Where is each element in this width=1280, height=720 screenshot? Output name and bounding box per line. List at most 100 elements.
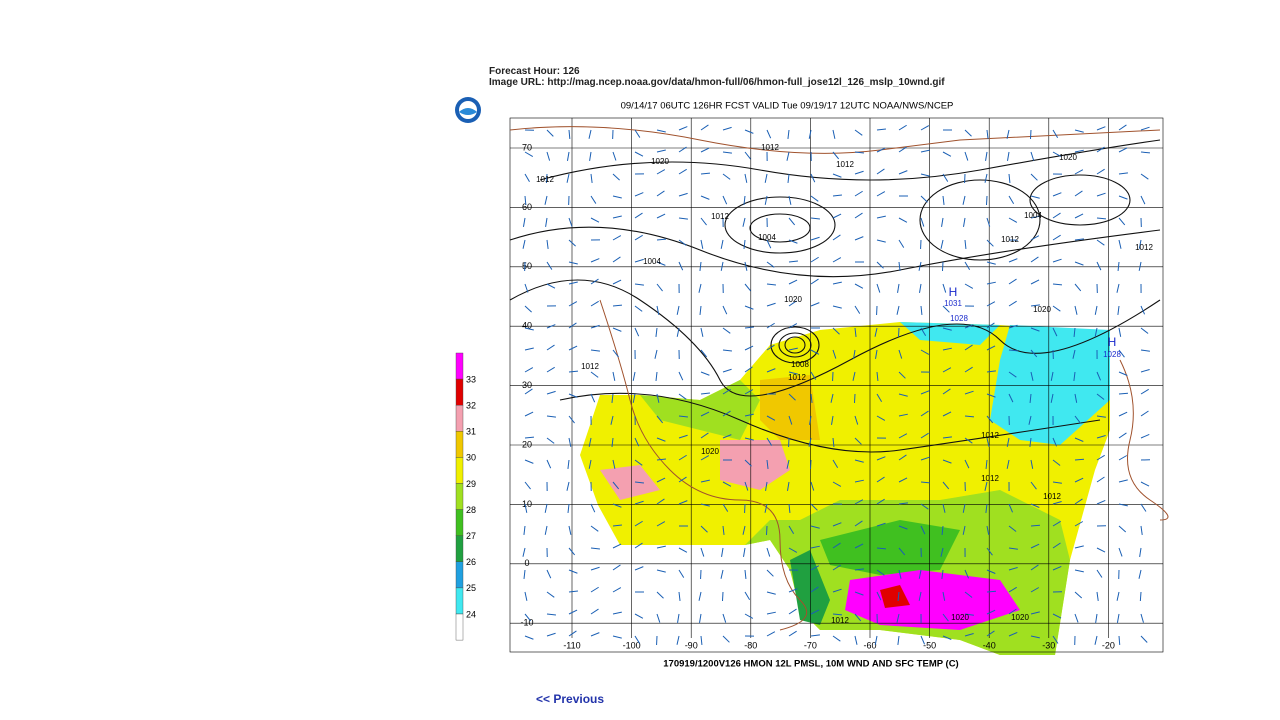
contour-label: 1012 bbox=[831, 616, 849, 625]
wind-barb bbox=[634, 129, 641, 138]
wind-barb bbox=[588, 437, 592, 447]
wind-barb bbox=[810, 302, 820, 307]
wind-barb bbox=[765, 525, 768, 536]
wind-barb bbox=[986, 569, 996, 574]
wind-barb bbox=[590, 300, 599, 307]
contour-label: 1012 bbox=[1135, 243, 1153, 252]
wind-barb bbox=[546, 437, 555, 444]
wind-barb bbox=[1096, 261, 1102, 271]
wind-barb bbox=[986, 370, 996, 373]
wind-barb bbox=[656, 569, 666, 573]
wind-barb bbox=[634, 437, 640, 447]
wind-barb bbox=[897, 283, 900, 293]
wind-barb bbox=[656, 149, 666, 153]
contour-label: 1004 bbox=[1024, 211, 1042, 220]
wind-barb bbox=[656, 437, 666, 442]
wind-barb bbox=[1074, 569, 1084, 573]
wind-barb bbox=[788, 239, 798, 244]
wind-barb bbox=[1096, 547, 1106, 553]
wind-barb bbox=[809, 415, 812, 425]
wind-barb bbox=[524, 327, 534, 331]
wind-barb bbox=[588, 129, 592, 139]
wind-barb bbox=[766, 437, 773, 446]
wind-barb bbox=[832, 635, 841, 642]
wind-barb bbox=[1096, 476, 1105, 483]
wind-barb bbox=[700, 172, 711, 175]
map-caption: 170919/1200V126 HMON 12L PMSL, 10M WND A… bbox=[663, 659, 958, 670]
wind-barb bbox=[810, 565, 820, 571]
wind-barb bbox=[722, 349, 732, 352]
wind-barb bbox=[1052, 305, 1061, 312]
wind-barb bbox=[568, 217, 573, 227]
wind-barb bbox=[1008, 217, 1018, 223]
wind-barb bbox=[766, 611, 776, 615]
wind-barb bbox=[1030, 587, 1040, 593]
wind-barb bbox=[744, 151, 751, 160]
wind-barb bbox=[656, 613, 661, 623]
contour-label: 1028 bbox=[1103, 350, 1121, 359]
wind-barb bbox=[524, 367, 534, 373]
wind-barb bbox=[852, 371, 856, 381]
wind-barb bbox=[854, 415, 859, 425]
wind-barb bbox=[920, 635, 926, 645]
wind-barb bbox=[544, 503, 548, 513]
wind-barb bbox=[766, 415, 776, 421]
wind-barb bbox=[832, 349, 837, 359]
wind-barb bbox=[962, 503, 966, 513]
wind-barb bbox=[1118, 392, 1129, 395]
wind-barb bbox=[962, 195, 966, 205]
wind-barb bbox=[854, 437, 862, 445]
wind-barb bbox=[722, 481, 732, 487]
wind-barb bbox=[876, 168, 885, 175]
wind-barb bbox=[898, 413, 908, 417]
wind-barb bbox=[810, 586, 819, 593]
lon-label: -20 bbox=[1102, 640, 1115, 650]
wind-barb bbox=[1118, 525, 1127, 533]
wind-barb bbox=[634, 234, 643, 241]
wind-barb bbox=[1052, 129, 1059, 138]
wind-barb bbox=[590, 217, 600, 223]
wind-barb bbox=[1030, 459, 1034, 469]
wind-barb bbox=[920, 173, 930, 177]
wind-barb bbox=[788, 630, 797, 637]
wind-barb bbox=[722, 195, 728, 205]
wind-barb bbox=[920, 305, 923, 316]
wind-barb bbox=[898, 217, 908, 223]
contour-label: 1012 bbox=[581, 362, 599, 371]
wind-barb bbox=[700, 432, 709, 439]
wind-barb bbox=[898, 170, 908, 175]
wind-barb bbox=[1140, 195, 1146, 205]
wind-barb bbox=[612, 279, 622, 285]
previous-link[interactable]: << Previous bbox=[536, 692, 605, 706]
wind-barb bbox=[568, 370, 579, 373]
wind-barb bbox=[612, 304, 623, 307]
wind-barb bbox=[678, 454, 687, 461]
wind-barb bbox=[678, 192, 688, 197]
wind-barb bbox=[655, 327, 658, 337]
wind-barb bbox=[942, 347, 952, 351]
wind-barb bbox=[590, 371, 599, 378]
wind-barb bbox=[810, 236, 820, 241]
wind-barb bbox=[721, 547, 724, 557]
wind-barb bbox=[590, 349, 600, 352]
wind-barb bbox=[1140, 613, 1144, 623]
wind-barb bbox=[698, 591, 702, 601]
wind-barb bbox=[700, 411, 710, 417]
wind-barb bbox=[699, 305, 702, 315]
wind-barb bbox=[634, 459, 643, 466]
wind-barb bbox=[920, 503, 929, 510]
pressure-contours bbox=[509, 139, 1161, 453]
wind-barb bbox=[874, 327, 878, 337]
wind-barb bbox=[766, 547, 771, 557]
wind-barb bbox=[788, 260, 798, 263]
wind-barb bbox=[524, 591, 528, 601]
wind-barb bbox=[1074, 591, 1083, 599]
wind-barb bbox=[634, 305, 643, 312]
wind-barb bbox=[722, 151, 732, 154]
wind-barb bbox=[546, 632, 556, 637]
wind-barb bbox=[1052, 283, 1063, 286]
wind-barb bbox=[722, 613, 727, 623]
wind-barb bbox=[1138, 239, 1142, 249]
lon-label: -50 bbox=[923, 640, 936, 650]
wind-barb bbox=[656, 213, 666, 219]
